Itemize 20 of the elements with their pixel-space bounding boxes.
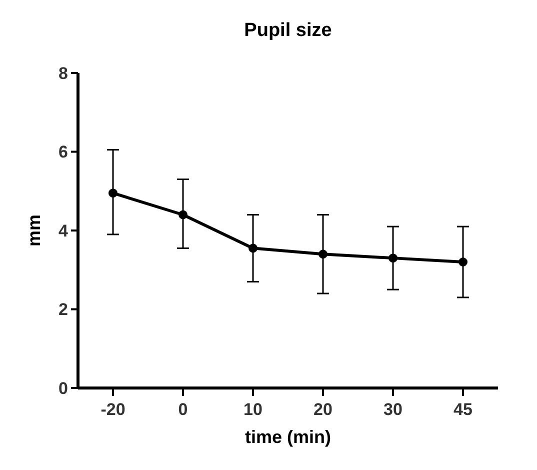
x-tick-label: -20 — [100, 400, 126, 419]
chart-title: Pupil size — [244, 20, 332, 41]
y-tick-label: 4 — [58, 221, 69, 240]
point — [178, 210, 188, 220]
y-tick-label: 0 — [58, 378, 68, 398]
point — [248, 244, 258, 253]
x-axis-title: time (min) — [244, 427, 332, 447]
point — [458, 258, 468, 266]
x-tick-label: 10 — [244, 400, 262, 419]
point — [388, 254, 398, 263]
x-tick-label: 0 — [178, 400, 188, 419]
point — [108, 188, 118, 198]
y-tick-label: 2 — [58, 300, 68, 320]
y-tick-label: 8 — [58, 64, 68, 83]
point — [318, 250, 328, 259]
x-tick-label: 45 — [454, 400, 472, 419]
x-tick-label: 20 — [314, 400, 332, 419]
y-axis-title: mm — [24, 214, 44, 247]
y-tick-label: 6 — [58, 142, 68, 162]
x-tick-label: 30 — [384, 400, 402, 419]
